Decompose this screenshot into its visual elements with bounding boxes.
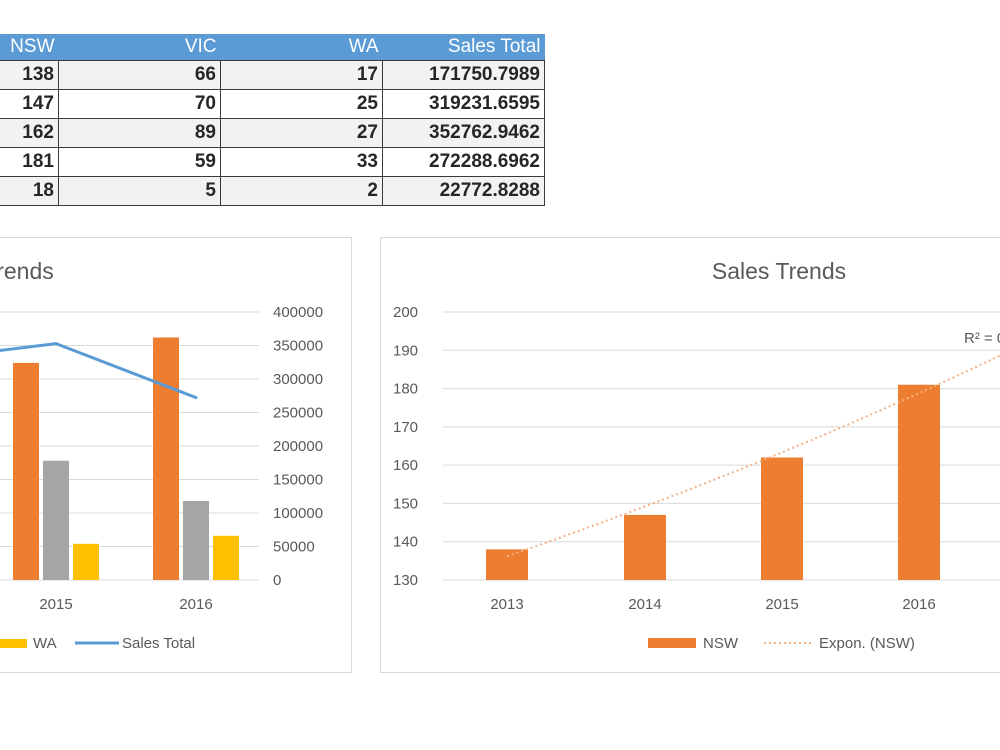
bar-nsw[interactable] <box>898 384 940 580</box>
y-tick-label: 400000 <box>273 304 323 321</box>
y-tick-label: 300000 <box>273 371 323 388</box>
y-tick-label: 200 <box>393 304 418 321</box>
legend-label: Sales Total <box>122 635 195 652</box>
y-tick-label: 150 <box>393 495 418 512</box>
data-table: NSW VIC WA Sales Total 138 66 17 171750.… <box>0 34 545 206</box>
chart-panel-left[interactable]: Trends 0 50000 100000 150000 200000 250000 300… <box>0 237 352 673</box>
y-tick-label: 150000 <box>273 472 323 489</box>
legend-label: WA <box>33 635 57 652</box>
table-row: 162 89 27 352762.9462 <box>0 118 545 148</box>
trendline-equation-label: R² = 0 <box>964 330 1000 347</box>
header-nsw[interactable]: NSW <box>0 34 59 61</box>
table-cell[interactable]: 59 <box>58 147 221 177</box>
table-row: 147 70 25 319231.6595 <box>0 89 545 119</box>
x-tick-label: 2016 <box>902 596 935 613</box>
chart-title: Sales Trends <box>712 258 846 284</box>
table-cell[interactable]: 89 <box>58 118 221 148</box>
legend-key-wa[interactable] <box>0 639 27 648</box>
table-row: 181 59 33 272288.6962 <box>0 147 545 177</box>
bar-wa[interactable] <box>213 535 239 580</box>
x-tick-label: 2014 <box>628 596 661 613</box>
table-cell[interactable]: 147 <box>0 89 59 119</box>
y-tick-label: 190 <box>393 342 418 359</box>
table-cell[interactable]: 272288.6962 <box>382 147 545 177</box>
table-cell[interactable]: 162 <box>0 118 59 148</box>
bar-nsw[interactable] <box>624 514 666 580</box>
y-tick-label: 130 <box>393 572 418 589</box>
table-cell[interactable]: 18 <box>0 176 59 206</box>
bar-nsw[interactable] <box>486 549 528 580</box>
header-wa[interactable]: WA <box>220 34 383 61</box>
sales-trends-chart: Sales Trends 130 140 150 160 170 180 190 200 R²… <box>393 258 1000 652</box>
legend-key-nsw[interactable] <box>648 638 696 648</box>
table-cell[interactable]: 2 <box>220 176 383 206</box>
bar-nsw[interactable] <box>13 362 39 580</box>
y-tick-label: 170 <box>393 419 418 436</box>
table-cell[interactable]: 5 <box>58 176 221 206</box>
table-cell[interactable]: 352762.9462 <box>382 118 545 148</box>
sales-total-line-segment <box>0 342 58 353</box>
bar-vic[interactable] <box>43 460 69 580</box>
sales-total-line[interactable] <box>54 342 198 400</box>
table-cell[interactable]: 17 <box>220 60 383 90</box>
header-vic[interactable]: VIC <box>58 34 221 61</box>
trends-chart: Trends 0 50000 100000 150000 200000 250000 300… <box>0 258 323 652</box>
y-tick-label: 140 <box>393 534 418 551</box>
table-header-row: NSW VIC WA Sales Total <box>0 34 545 61</box>
bar-nsw[interactable] <box>153 337 179 580</box>
y-tick-label: 350000 <box>273 338 323 355</box>
y-tick-label: 100000 <box>273 505 323 522</box>
y-tick-label: 250000 <box>273 405 323 422</box>
legend-label: NSW <box>703 635 739 652</box>
y-tick-label: 160 <box>393 457 418 474</box>
y-tick-label: 180 <box>393 381 418 398</box>
table-cell[interactable]: 25 <box>220 89 383 119</box>
table-cell[interactable]: 171750.7989 <box>382 60 545 90</box>
table-cell[interactable]: 70 <box>58 89 221 119</box>
table-cell[interactable]: 66 <box>58 60 221 90</box>
x-tick-label: 2016 <box>179 596 212 613</box>
y-tick-label: 50000 <box>273 539 315 556</box>
bar-vic[interactable] <box>183 500 209 580</box>
x-tick-label: 2013 <box>490 596 523 613</box>
table-cell[interactable]: 319231.6595 <box>382 89 545 119</box>
legend-label: Expon. (NSW) <box>819 635 915 652</box>
bar-nsw[interactable] <box>761 457 803 580</box>
table-cell[interactable]: 22772.8288 <box>382 176 545 206</box>
chart-panel-right[interactable]: Sales Trends 130 140 150 160 170 180 190 200 R²… <box>380 237 1000 673</box>
table-row: 18 5 2 22772.8288 <box>0 176 545 206</box>
chart-title: Trends <box>0 258 54 284</box>
table-cell[interactable]: 138 <box>0 60 59 90</box>
table-cell[interactable]: 33 <box>220 147 383 177</box>
y-tick-label: 0 <box>273 572 281 589</box>
x-tick-label: 2015 <box>39 596 72 613</box>
table-cell[interactable]: 27 <box>220 118 383 148</box>
bar-wa[interactable] <box>73 543 99 580</box>
header-sales-total[interactable]: Sales Total <box>382 34 545 61</box>
table-row: 138 66 17 171750.7989 <box>0 60 545 90</box>
table-cell[interactable]: 181 <box>0 147 59 177</box>
x-tick-label: 2015 <box>765 596 798 613</box>
y-tick-label: 200000 <box>273 438 323 455</box>
